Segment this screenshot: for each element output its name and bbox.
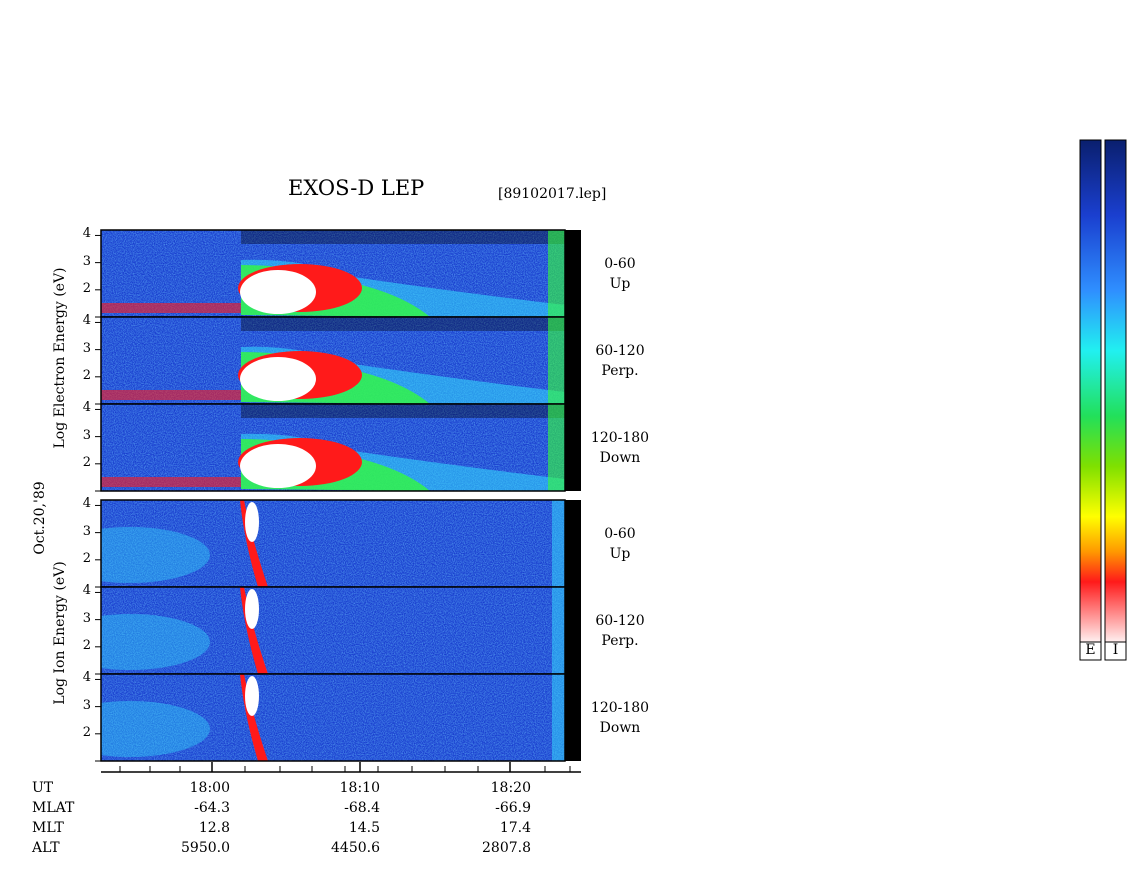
panel-noise [101,500,565,587]
alt-label: ALT [32,840,60,856]
right-edge-band [548,317,565,404]
ut-value: 18:10 [339,780,380,796]
spectrogram-panel [95,229,581,318]
ut-value: 18:20 [490,780,531,796]
emission-core [240,270,316,314]
ion-dispersion-core [245,676,259,716]
panel-border [100,403,566,492]
spectrogram-panel [95,673,581,762]
panel-black-edge [565,317,581,404]
ion-dispersion-core [245,502,259,542]
low-energy-band [101,303,241,313]
spectrogram-panel [95,499,581,588]
panel-label: 0-60 Up [585,254,655,294]
panel-noise [101,674,565,761]
y-tick-label: 3 [82,253,91,269]
mlat-label: MLAT [32,800,75,816]
right-edge-band [548,404,565,491]
right-edge-band [548,230,565,317]
pitch-angle-range: 60-120 [595,613,645,629]
alt-value: 2807.8 [482,840,531,856]
y-tick-label: 4 [82,313,91,329]
y-tick-label: 3 [82,523,91,539]
y-tick-label: 3 [82,610,91,626]
ion-dispersion-core [245,589,259,629]
panel-border [100,673,566,762]
emission-core [240,444,316,488]
mlat-value: -66.9 [495,800,531,816]
dark-top-band [241,404,565,418]
file-name: [89102017.lep] [498,186,607,202]
mlat-value: -68.4 [344,800,380,816]
panel-noise [101,587,565,674]
colorbar-electron-label: E [1085,642,1096,658]
y-tick-label: 2 [82,454,91,470]
pitch-angle-range: 120-180 [590,700,650,716]
spectrogram-panel [95,586,581,675]
mlt-label: MLT [32,820,64,836]
pitch-angle-range: 0-60 [604,526,636,542]
right-edge-band [552,500,565,587]
y-tick-label: 3 [82,340,91,356]
alt-value: 5950.0 [181,840,230,856]
low-energy-band [101,477,241,487]
mlat-value: -64.3 [194,800,230,816]
dark-top-band [241,230,565,244]
y-tick-label: 2 [82,280,91,296]
pitch-direction: Perp. [601,633,639,649]
ut-label: UT [32,780,54,796]
mlt-value: 17.4 [499,820,531,836]
colorbar-ion-label: I [1112,642,1119,658]
y-tick-label: 2 [82,550,91,566]
ion-low-energy-patch [101,701,210,757]
pitch-direction: Up [609,546,631,562]
y-tick-label: 3 [82,697,91,713]
dark-top-band [241,317,565,331]
y-tick-label: 2 [82,367,91,383]
y-tick-label: 4 [82,583,91,599]
pitch-angle-range: 60-120 [595,343,645,359]
y-tick-label: 4 [82,670,91,686]
panel-label: 120-180 Down [585,698,655,738]
y-tick-label: 4 [82,400,91,416]
panel-label: 60-120 Perp. [585,341,655,381]
chart-title: EXOS-D LEP [288,176,425,200]
pitch-direction: Perp. [601,363,639,379]
mlt-value: 12.8 [198,820,230,836]
y-tick-label: 3 [82,427,91,443]
panel-black-edge [565,230,581,317]
ion-low-energy-patch [101,527,210,583]
pitch-direction: Up [609,276,631,292]
y-tick-label: 2 [82,637,91,653]
panel-label: 60-120 Perp. [585,611,655,651]
panel-black-edge [565,404,581,491]
spectrogram-panel [95,316,581,405]
pitch-angle-range: 120-180 [590,430,650,446]
pitch-direction: Down [599,720,641,736]
panel-black-edge [565,500,581,587]
ion-low-energy-patch [101,614,210,670]
panel-label: 120-180 Down [585,428,655,468]
panel-black-edge [565,674,581,761]
spectrogram-panel [95,403,581,492]
emission-core [240,357,316,401]
right-edge-band [552,587,565,674]
y-tick-label: 4 [82,226,91,242]
pitch-angle-range: 0-60 [604,256,636,272]
panel-label: 0-60 Up [585,524,655,564]
y-tick-label: 4 [82,496,91,512]
alt-value: 4450.6 [331,840,380,856]
y-tick-label: 2 [82,724,91,740]
mlt-value: 14.5 [348,820,380,836]
right-edge-band [552,674,565,761]
low-energy-band [101,390,241,400]
panel-black-edge [565,587,581,674]
pitch-direction: Down [599,450,641,466]
ut-value: 18:00 [189,780,230,796]
